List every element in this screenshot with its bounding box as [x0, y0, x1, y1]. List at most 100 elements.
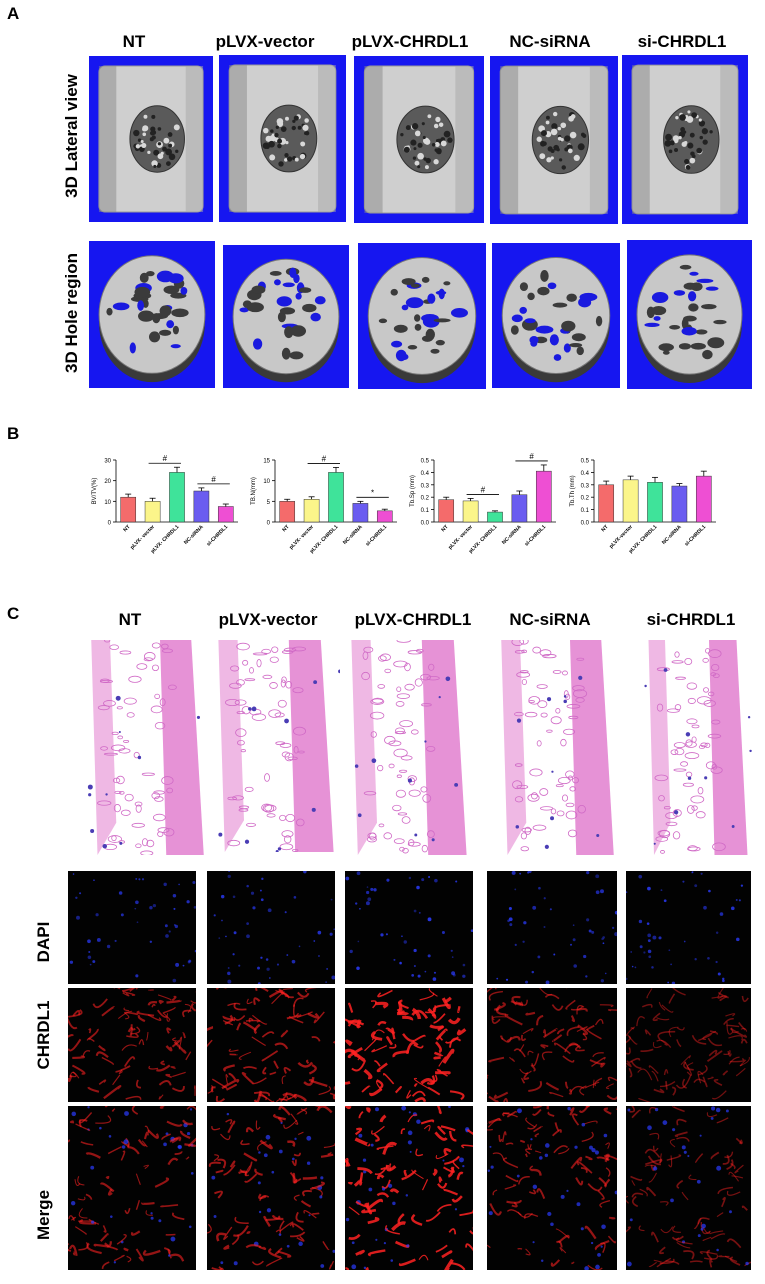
ytick-label: 15 [263, 459, 270, 465]
ytick-label: 5 [267, 500, 271, 506]
bar-chart-3: 0.0 0.1 0.2 0.3 0.4 0.5 Tb.Sp (mm) NT pLVX- vect… [406, 450, 561, 580]
lateral-view-pvlx-chrdl1 [354, 56, 484, 223]
category-label: NC-siRNA [342, 524, 364, 546]
hole-region-si-chrdl1 [627, 240, 752, 389]
y-axis-label: TB.N(mm) [251, 477, 257, 505]
category-label: NC-siRNA [501, 524, 523, 546]
bar [535, 470, 552, 523]
ytick-label: 0.5 [421, 459, 430, 465]
panel-a-col-pvlx-chrdl1: pLVX-CHRDL1 [351, 32, 469, 51]
panel-a-col-nt: NT [122, 32, 146, 51]
bar [144, 501, 161, 523]
panel-a-row-lateral: 3D Lateral view [62, 74, 81, 198]
panel-c-col-si-chrdl1: si-CHRDL1 [646, 610, 736, 629]
hole-region-pvlx-chrdl1 [358, 243, 486, 389]
chrdl1-si-chrdl1 [626, 988, 751, 1102]
bar [169, 472, 185, 523]
he-stain-nc-sirna [495, 640, 620, 855]
panel-a-col-nc-sirna: NC-siRNA [509, 32, 591, 51]
category-label: NC-siRNA [183, 524, 205, 546]
bar [376, 510, 393, 523]
category-label: si-CHRDL1 [684, 524, 707, 547]
chrdl1-nt [68, 988, 196, 1102]
dapi-si-chrdl1 [626, 871, 751, 984]
he-stain-pvlx-chrdl1 [345, 640, 473, 855]
bar [671, 485, 688, 523]
ytick-label: 10 [104, 500, 111, 506]
chrdl1-pvlx-vector [207, 988, 335, 1102]
significance-symbol: # [481, 485, 486, 494]
panel-c-col-nt: NT [118, 610, 142, 629]
panel-c-col-pvlx-chrdl1: pLVX-CHRDL1 [354, 610, 472, 629]
category-label: pLVX- vector [447, 524, 474, 551]
bar [217, 506, 234, 523]
panel-c-letter: C [7, 604, 20, 623]
panel-c-row-dapi: DAPI [34, 921, 53, 963]
bar [647, 482, 663, 523]
panel-a-letter: A [7, 4, 20, 23]
significance-symbol: # [322, 454, 327, 463]
ytick-label: 0.4 [421, 471, 430, 477]
merge-nc-sirna [487, 1106, 617, 1270]
bar [462, 500, 479, 523]
category-label: pLVX- vector [129, 524, 156, 551]
bar [622, 479, 639, 523]
ytick-label: 10 [263, 479, 270, 485]
panel-c-col-nc-sirna: NC-siRNA [509, 610, 591, 629]
merge-pvlx-chrdl1 [345, 1106, 473, 1270]
ytick-label: 0.2 [581, 496, 590, 502]
he-stain-si-chrdl1 [643, 640, 753, 855]
category-label: si-CHRDL1 [365, 524, 388, 547]
category-label: NT [122, 524, 132, 534]
ytick-label: 0.1 [421, 508, 430, 514]
bar [511, 494, 528, 523]
dapi-pvlx-vector [207, 871, 335, 984]
panel-a-col-si-chrdl1: si-CHRDL1 [637, 32, 727, 51]
ytick-label: 0.2 [421, 496, 430, 502]
ytick-label: 30 [104, 459, 111, 465]
y-axis-label: Tb.Sp (mm) [410, 475, 416, 507]
ytick-label: 0.0 [421, 521, 430, 527]
ytick-label: 0.1 [581, 508, 590, 514]
significance-symbol: # [211, 475, 216, 484]
lateral-view-nc-sirna [490, 56, 618, 224]
significance-symbol: # [529, 452, 534, 461]
bar [303, 499, 320, 523]
bar [487, 511, 503, 523]
ytick-label: 0.0 [581, 521, 590, 527]
bar [193, 490, 210, 523]
panel-a-row-hole: 3D Hole region [62, 253, 81, 373]
bar [438, 499, 455, 523]
he-stain-pvlx-vector [212, 640, 340, 852]
ytick-label: 0 [267, 521, 271, 527]
category-label: NT [281, 524, 291, 534]
category-label: pLVX-vector [608, 524, 634, 550]
dapi-nc-sirna [487, 871, 617, 984]
lateral-view-nt [89, 56, 213, 222]
bar [120, 496, 137, 523]
merge-pvlx-vector [207, 1106, 335, 1270]
category-label: si-CHRDL1 [206, 524, 229, 547]
ytick-label: 0 [108, 521, 112, 527]
merge-si-chrdl1 [626, 1106, 751, 1270]
dapi-pvlx-chrdl1 [345, 871, 473, 984]
hole-region-pvlx-vector [223, 245, 349, 388]
panel-a-col-pvlx-vector: pLVX-vector [215, 32, 315, 51]
category-label: NT [440, 524, 450, 534]
ytick-label: 0.4 [581, 471, 590, 477]
ytick-label: 0.5 [581, 459, 590, 465]
bar [328, 472, 344, 523]
y-axis-label: Tb.Th (mm) [570, 475, 576, 506]
bar [598, 484, 615, 523]
ytick-label: 0.3 [581, 483, 590, 489]
panel-b-letter: B [7, 424, 20, 443]
chrdl1-nc-sirna [487, 988, 617, 1102]
bar [352, 503, 369, 523]
lateral-view-pvlx-vector [219, 55, 346, 222]
category-label: NC-siRNA [661, 524, 683, 546]
dapi-nt [68, 871, 196, 984]
y-axis-label: BV/TV(%) [92, 478, 98, 505]
bar-chart-4: 0.0 0.1 0.2 0.3 0.4 0.5 Tb.Th (mm) NT pLVX-vecto… [566, 450, 721, 580]
panel-c-row-chrdl1: CHRDL1 [34, 1000, 53, 1070]
ytick-label: 20 [104, 479, 111, 485]
